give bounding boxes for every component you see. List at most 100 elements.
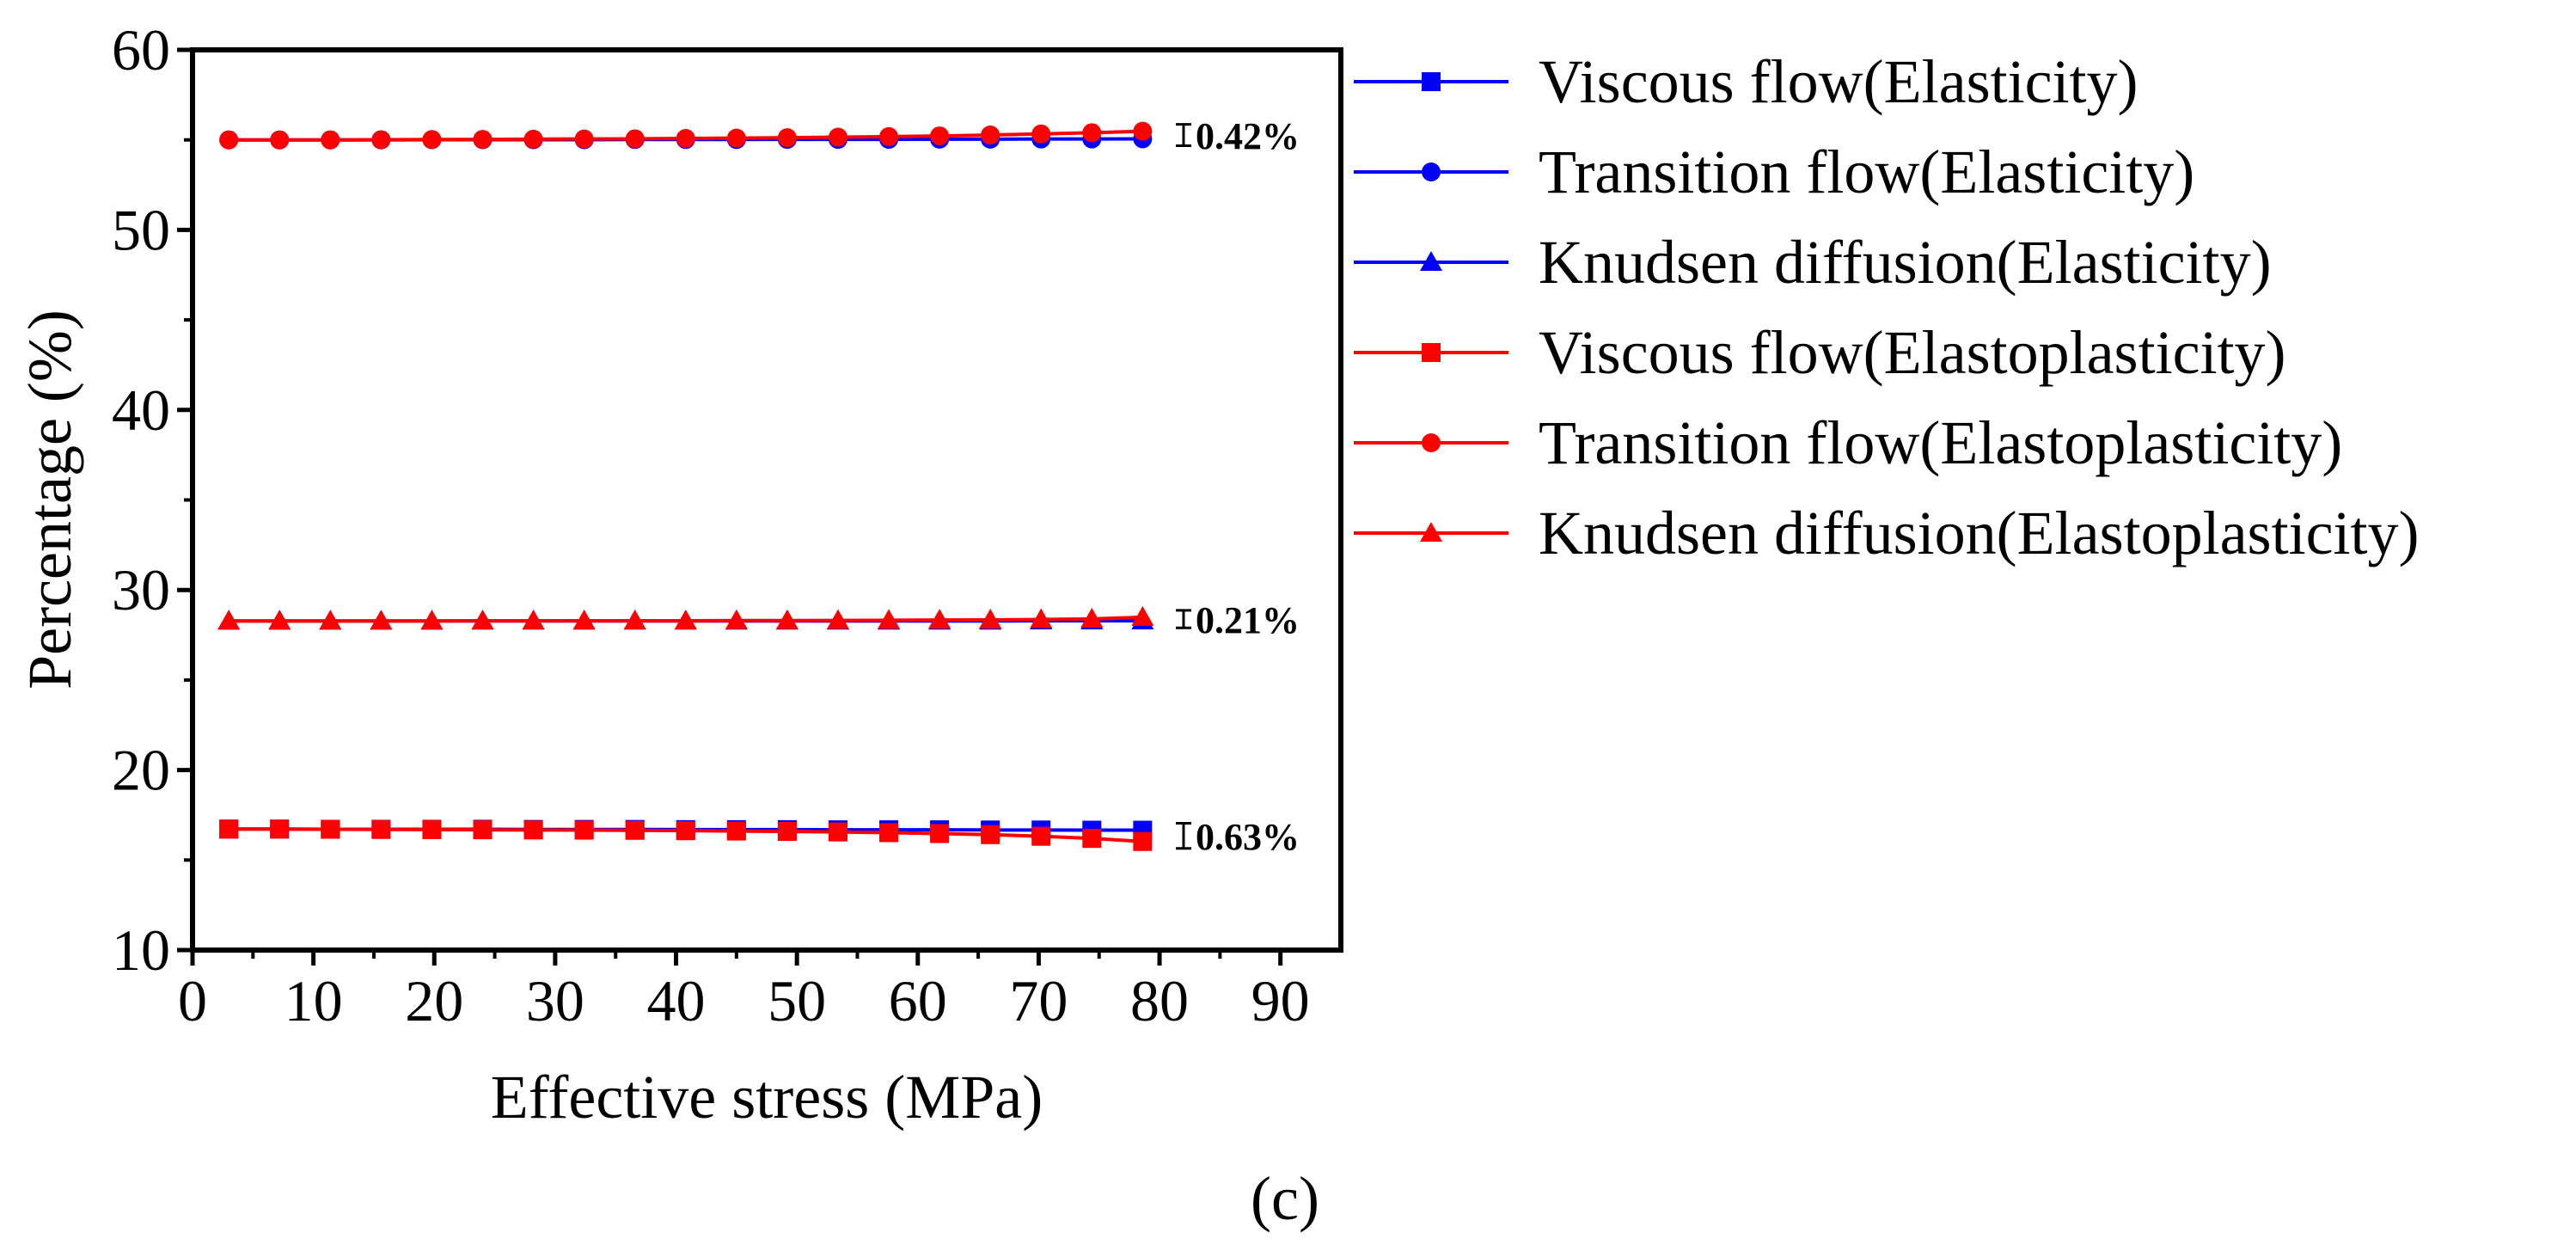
- data-point: [1030, 608, 1053, 629]
- y-tick-label: 60: [112, 17, 170, 83]
- panel-label: (c): [1251, 1164, 1319, 1233]
- legend-label: Viscous flow(Elastoplasticity): [1539, 318, 2286, 387]
- data-point: [321, 819, 340, 839]
- data-point: [674, 610, 697, 630]
- y-tick-label: 30: [112, 557, 170, 622]
- legend-label: Transition flow(Elastoplasticity): [1539, 408, 2342, 477]
- data-point: [522, 610, 545, 630]
- data-point: [270, 130, 290, 150]
- data-point: [1133, 121, 1153, 141]
- x-tick-label: 70: [1009, 968, 1068, 1033]
- data-point: [775, 609, 798, 629]
- data-point: [625, 820, 645, 840]
- data-point: [371, 819, 391, 839]
- x-tick-label: 50: [768, 968, 826, 1033]
- data-point: [371, 130, 391, 150]
- y-tick-label: 10: [112, 917, 170, 983]
- legend-label: Knudsen diffusion(Elastoplasticity): [1539, 499, 2420, 567]
- data-point: [930, 126, 950, 146]
- series-markers-viscous-flow-elastoplasticity: [219, 819, 1153, 851]
- x-tick-label: 90: [1251, 968, 1310, 1033]
- data-point: [1082, 829, 1102, 849]
- data-point: [625, 129, 645, 149]
- legend-item-knudsen-diffusion-elasticity: Knudsen diffusion(Elasticity): [1354, 228, 2272, 297]
- annotation-label: 0.21%: [1196, 599, 1300, 641]
- data-point: [828, 822, 847, 842]
- x-tick-label: 80: [1130, 968, 1189, 1033]
- data-point: [1131, 605, 1154, 626]
- legend-marker: [1420, 251, 1442, 271]
- x-tick-label: 0: [178, 968, 207, 1033]
- data-point: [1031, 124, 1051, 144]
- data-point: [572, 610, 596, 630]
- data-point: [726, 128, 746, 148]
- data-point: [879, 823, 899, 843]
- x-tick-label: 30: [526, 968, 584, 1033]
- data-point: [370, 610, 393, 630]
- data-point: [777, 128, 797, 148]
- x-tick-label: 60: [889, 968, 947, 1033]
- change-annotations: 0.42% 0.21% 0.63%: [1175, 115, 1300, 858]
- y-tick-label: 40: [112, 377, 170, 443]
- series-markers-knudsen-diffusion-elastoplasticity: [217, 605, 1154, 630]
- annotation-0-21: 0.21%: [1175, 599, 1300, 641]
- data-point: [676, 821, 695, 841]
- annotation-label: 0.42%: [1196, 115, 1300, 157]
- x-axis-title: Effective stress (MPa): [491, 1063, 1043, 1131]
- x-tick-label: 10: [285, 968, 343, 1033]
- data-point: [879, 126, 899, 146]
- data-point: [420, 610, 444, 630]
- y-tick-label: 50: [112, 197, 170, 262]
- series-markers-transition-flow-elastoplasticity: [219, 121, 1153, 150]
- data-point: [981, 825, 1000, 844]
- annotation-0-63: 0.63%: [1175, 816, 1300, 858]
- x-tick-label: 40: [647, 968, 706, 1033]
- series-lines: [229, 129, 1143, 843]
- data-point: [473, 130, 493, 150]
- data-point: [826, 609, 849, 629]
- data-point: [777, 822, 797, 842]
- legend-marker: [1422, 433, 1441, 452]
- data-point: [725, 609, 748, 629]
- data-point: [523, 129, 543, 149]
- data-point: [574, 129, 594, 149]
- plot-frame: [190, 47, 1343, 953]
- data-point: [217, 610, 241, 630]
- data-point: [319, 610, 342, 630]
- data-point: [981, 126, 1000, 145]
- legend-item-viscous-flow-elasticity: Viscous flow(Elasticity): [1354, 47, 2139, 116]
- series-markers: [217, 121, 1154, 851]
- legend-label: Knudsen diffusion(Elasticity): [1539, 228, 2272, 297]
- legend-item-knudsen-diffusion-elastoplasticity: Knudsen diffusion(Elastoplasticity): [1354, 499, 2420, 567]
- legend-marker: [1422, 343, 1441, 362]
- data-point: [623, 610, 646, 630]
- data-point: [979, 608, 1002, 629]
- data-point: [1031, 826, 1051, 846]
- legend: Viscous flow(Elasticity) Transition flow(…: [1354, 47, 2420, 567]
- data-point: [726, 821, 746, 841]
- axis-ticks: [177, 47, 1283, 966]
- data-point: [471, 610, 494, 630]
- data-point: [219, 819, 239, 839]
- data-point: [828, 127, 847, 147]
- data-point: [930, 824, 950, 843]
- legend-marker: [1420, 522, 1442, 542]
- legend-marker: [1422, 163, 1441, 181]
- data-point: [1080, 607, 1104, 628]
- data-point: [574, 820, 594, 840]
- annotation-0-42: 0.42%: [1175, 115, 1300, 157]
- data-point: [1082, 123, 1102, 143]
- data-point: [523, 820, 543, 840]
- data-point: [422, 819, 442, 839]
- x-tick-label: 20: [405, 968, 463, 1033]
- legend-label: Viscous flow(Elasticity): [1539, 47, 2139, 116]
- annotation-label: 0.63%: [1196, 816, 1300, 858]
- legend-marker: [1422, 72, 1441, 91]
- data-point: [676, 129, 695, 149]
- legend-label: Transition flow(Elasticity): [1539, 138, 2194, 206]
- data-point: [219, 130, 239, 150]
- data-point: [268, 610, 291, 630]
- data-point: [422, 130, 442, 150]
